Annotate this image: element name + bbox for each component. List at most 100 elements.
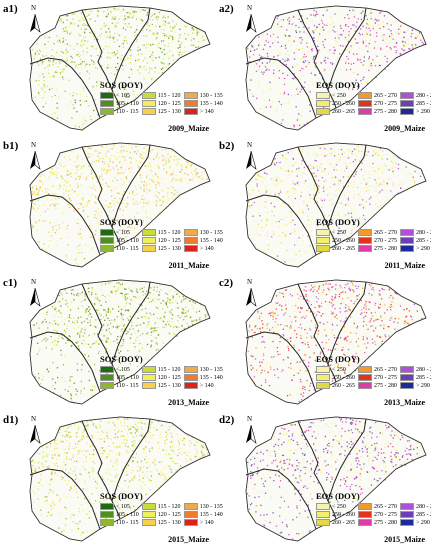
pixel-speckle <box>164 45 166 47</box>
pixel-speckle <box>367 342 369 344</box>
pixel-speckle <box>326 9 328 11</box>
pixel-speckle <box>360 21 362 23</box>
pixel-speckle <box>113 320 115 322</box>
pixel-speckle <box>200 37 202 39</box>
pixel-speckle <box>287 223 289 225</box>
pixel-speckle <box>80 474 83 476</box>
pixel-speckle <box>83 258 86 260</box>
pixel-speckle <box>371 314 373 316</box>
legend-label: 265 - 270 <box>374 366 397 373</box>
pixel-speckle <box>305 293 307 296</box>
pixel-speckle <box>290 327 293 329</box>
pixel-speckle <box>114 433 117 435</box>
pixel-speckle <box>388 28 390 30</box>
pixel-speckle <box>79 449 81 451</box>
pixel-speckle <box>67 15 69 17</box>
pixel-speckle <box>177 326 180 328</box>
pixel-speckle <box>154 464 156 466</box>
pixel-speckle <box>334 316 336 318</box>
pixel-speckle <box>79 244 81 246</box>
pixel-speckle <box>94 363 96 366</box>
pixel-speckle <box>116 220 119 222</box>
pixel-speckle <box>38 190 40 192</box>
pixel-speckle <box>200 303 202 306</box>
pixel-speckle <box>284 235 286 238</box>
pixel-speckle <box>119 369 121 371</box>
pixel-speckle <box>166 293 169 295</box>
pixel-speckle <box>70 393 72 395</box>
pixel-speckle <box>151 19 154 21</box>
pixel-speckle <box>361 285 363 288</box>
pixel-speckle <box>284 202 286 204</box>
pixel-speckle <box>152 179 154 181</box>
pixel-speckle <box>117 57 119 59</box>
pixel-speckle <box>60 176 63 178</box>
pixel-speckle <box>147 24 149 26</box>
pixel-speckle <box>342 298 344 300</box>
pixel-speckle <box>303 166 305 169</box>
pixel-speckle <box>318 288 320 290</box>
pixel-speckle <box>79 340 81 342</box>
pixel-speckle <box>310 48 313 51</box>
pixel-speckle <box>306 46 309 48</box>
pixel-speckle <box>158 182 160 184</box>
pixel-speckle <box>315 62 317 64</box>
pixel-speckle <box>288 20 291 22</box>
pixel-speckle <box>356 187 358 190</box>
pixel-speckle <box>77 453 79 455</box>
pixel-speckle <box>119 292 121 295</box>
pixel-speckle <box>350 63 353 65</box>
pixel-speckle <box>176 302 179 304</box>
legend-swatch <box>183 92 198 99</box>
pixel-speckle <box>323 60 325 62</box>
legend-label: 115 - 120 <box>157 92 181 99</box>
pixel-speckle <box>311 337 313 339</box>
pixel-speckle <box>306 32 308 35</box>
pixel-speckle <box>66 427 69 429</box>
pixel-speckle <box>323 185 325 187</box>
pixel-speckle <box>293 16 295 18</box>
pixel-speckle <box>175 197 177 199</box>
pixel-speckle <box>390 303 392 306</box>
legend-swatch <box>358 92 372 99</box>
pixel-speckle <box>142 158 144 160</box>
pixel-speckle <box>62 78 64 81</box>
pixel-speckle <box>89 313 92 315</box>
pixel-speckle <box>92 461 94 463</box>
pixel-speckle <box>64 448 66 450</box>
pixel-speckle <box>97 54 99 57</box>
pixel-speckle <box>299 312 301 314</box>
pixel-speckle <box>290 321 293 323</box>
pixel-speckle <box>311 198 313 200</box>
legend-item: < 105 <box>100 366 139 373</box>
pixel-speckle <box>164 476 166 478</box>
pixel-speckle <box>287 357 289 359</box>
pixel-speckle <box>70 468 72 470</box>
pixel-speckle <box>49 483 51 486</box>
pixel-speckle <box>284 60 286 62</box>
pixel-speckle <box>77 527 80 530</box>
pixel-speckle <box>398 183 401 185</box>
pixel-speckle <box>84 480 86 483</box>
pixel-speckle <box>311 378 313 380</box>
pixel-speckle <box>370 218 372 220</box>
pixel-speckle <box>388 287 391 290</box>
pixel-speckle <box>300 88 302 91</box>
pixel-speckle <box>92 302 94 304</box>
pixel-speckle <box>93 385 95 387</box>
pixel-speckle <box>272 312 274 315</box>
pixel-speckle <box>275 355 277 357</box>
pixel-speckle <box>75 460 78 462</box>
pixel-speckle <box>196 453 198 455</box>
pixel-speckle <box>145 202 147 204</box>
pixel-speckle <box>385 199 388 202</box>
pixel-speckle <box>327 194 329 196</box>
pixel-speckle <box>97 10 100 12</box>
pixel-speckle <box>261 320 263 322</box>
pixel-speckle <box>192 29 195 31</box>
pixel-speckle <box>352 186 354 188</box>
pixel-speckle <box>368 60 370 63</box>
pixel-speckle <box>383 318 385 320</box>
pixel-speckle <box>348 88 350 90</box>
pixel-speckle <box>75 443 77 445</box>
